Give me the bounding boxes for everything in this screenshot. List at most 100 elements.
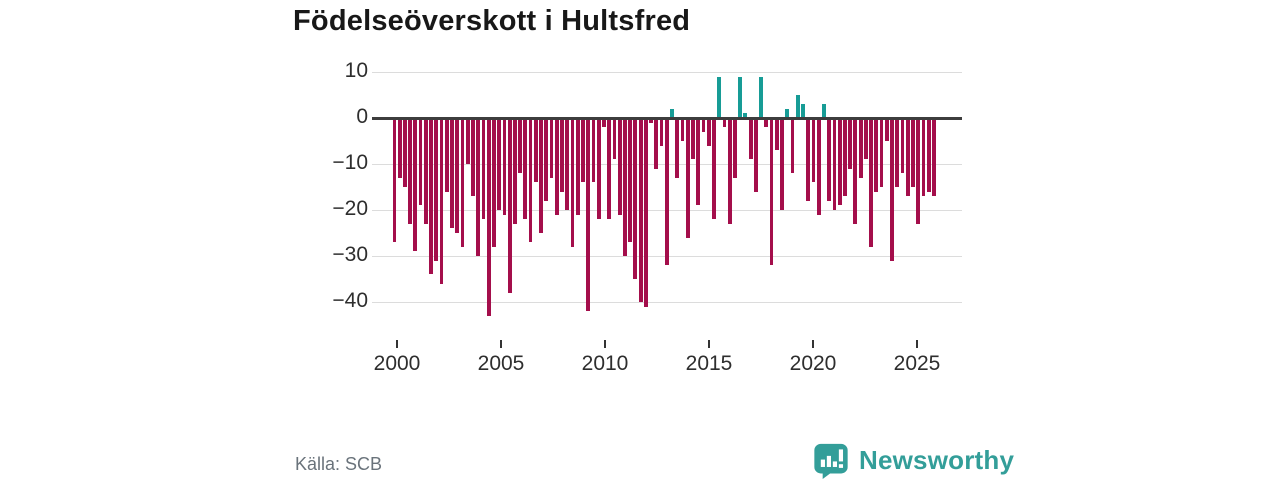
bar-quarter-2021-q2: [837, 118, 842, 206]
bar-quarter-2011-q1: [622, 118, 627, 256]
bar-quarter-2016-q1: [727, 118, 732, 224]
bar-quarter-2015-q3: [717, 76, 722, 118]
gridline: [372, 302, 962, 303]
bar-quarter-2006-q4: [533, 118, 538, 183]
x-axis-tick: [916, 340, 918, 348]
bar-quarter-2019-q3: [801, 104, 805, 118]
bar-quarter-2009-q3: [591, 118, 596, 183]
bar-quarter-2001-q3: [423, 118, 428, 224]
bar-quarter-2002-q1: [434, 118, 439, 261]
bar-quarter-2008-q1: [560, 118, 564, 192]
bar-quarter-2016-q2: [733, 118, 737, 178]
bar-quarter-2002-q2: [439, 118, 444, 284]
y-axis-tick-label: −40: [332, 289, 368, 312]
bar-quarter-2023-q2: [879, 118, 884, 187]
bar-quarter-2005-q3: [507, 118, 512, 293]
bar-quarter-2018-q2: [774, 118, 779, 151]
x-axis-tick: [396, 340, 398, 348]
bar-quarter-2024-q3: [905, 118, 910, 197]
bar-quarter-2025-q3: [926, 118, 931, 192]
bar-quarter-2025-q4: [932, 118, 936, 197]
bar-quarter-2008-q4: [575, 118, 580, 215]
bar-quarter-2004-q2: [481, 118, 486, 220]
x-axis-tick: [604, 340, 606, 348]
bar-quarter-2017-q2: [753, 118, 758, 192]
bar-quarter-2016-q3: [738, 76, 743, 118]
bar-quarter-2022-q2: [858, 118, 863, 178]
bar-quarter-2025-q1: [916, 118, 921, 224]
bar-quarter-2009-q4: [596, 118, 601, 220]
bar-quarter-2000-q2: [397, 118, 402, 178]
bar-quarter-2021-q4: [848, 118, 853, 169]
bar-quarter-2011-q4: [638, 118, 643, 302]
bar-quarter-2002-q4: [450, 118, 454, 229]
bar-quarter-2006-q1: [518, 118, 523, 174]
bar-quarter-2001-q2: [418, 118, 423, 206]
bar-quarter-2020-q4: [827, 118, 832, 201]
bar-quarter-2021-q1: [832, 118, 837, 210]
bar-quarter-2003-q2: [460, 118, 465, 247]
bar-quarter-2023-q1: [874, 118, 879, 192]
bar-quarter-2000-q4: [408, 118, 412, 224]
bar-quarter-2013-q3: [675, 118, 680, 178]
bar-quarter-2017-q3: [759, 76, 763, 118]
bar-quarter-2023-q3: [884, 118, 889, 141]
bar-quarter-2024-q2: [900, 118, 905, 174]
bar-quarter-2001-q4: [429, 118, 433, 275]
chart-title: Födelseöverskott i Hultsfred: [293, 5, 691, 37]
bar-quarter-2015-q1: [706, 118, 711, 146]
x-axis-tick: [500, 340, 502, 348]
bar-quarter-2024-q4: [911, 118, 915, 187]
bar-quarter-2007-q3: [549, 118, 554, 178]
bar-quarter-2013-q1: [664, 118, 669, 266]
newsworthy-logo: Newsworthy: [812, 442, 1014, 479]
bar-quarter-2022-q1: [853, 118, 858, 224]
bar-quarter-2020-q3: [822, 104, 826, 118]
bar-quarter-2010-q4: [617, 118, 622, 215]
newsworthy-logo-icon: [812, 442, 850, 479]
bar-quarter-2007-q4: [554, 118, 559, 215]
x-axis-tick-label: 2005: [477, 352, 525, 375]
y-axis-tick-label: −30: [332, 243, 368, 266]
bar-quarter-2012-q4: [659, 118, 664, 146]
bar-quarter-2004-q3: [486, 118, 491, 316]
y-axis-tick-label: 0: [356, 105, 368, 128]
bar-quarter-2015-q2: [712, 118, 716, 220]
bar-quarter-2009-q1: [581, 118, 585, 183]
x-axis-tick: [708, 340, 710, 348]
zero-axis-line: [372, 117, 962, 120]
bar-quarter-2018-q4: [785, 108, 790, 118]
bar-quarter-2014-q4: [701, 118, 706, 132]
bar-quarter-2016-q4: [743, 113, 748, 118]
bar-quarter-2021-q3: [843, 118, 847, 197]
y-axis-tick-label: −20: [332, 197, 368, 220]
bar-quarter-2023-q4: [890, 118, 894, 261]
x-axis-tick: [812, 340, 814, 348]
bar-quarter-2017-q4: [764, 118, 769, 128]
bar-quarter-2003-q3: [465, 118, 470, 164]
bar-quarter-2019-q2: [795, 95, 800, 118]
bar-quarter-2011-q2: [628, 118, 633, 243]
bar-quarter-2005-q1: [497, 118, 502, 210]
bar-quarter-2007-q1: [539, 118, 543, 233]
bar-quarter-2024-q1: [895, 118, 900, 187]
bar-quarter-2010-q3: [612, 118, 617, 160]
bar-quarter-2014-q1: [685, 118, 690, 238]
bar-quarter-2004-q4: [492, 118, 496, 247]
bar-quarter-2015-q4: [722, 118, 727, 128]
bar-quarter-2017-q1: [748, 118, 753, 160]
bar-quarter-2012-q3: [654, 118, 659, 169]
bar-quarter-2025-q2: [921, 118, 926, 197]
gridline: [372, 72, 962, 73]
bar-quarter-2006-q3: [528, 118, 533, 243]
bar-quarter-2013-q4: [680, 118, 685, 141]
bar-quarter-2002-q3: [444, 118, 449, 192]
bar-quarter-2018-q1: [769, 118, 774, 266]
bar-quarter-2019-q1: [790, 118, 795, 174]
bar-quarter-2019-q4: [806, 118, 811, 201]
bar-quarter-2012-q1: [643, 118, 648, 307]
newsworthy-logo-text: Newsworthy: [859, 445, 1015, 475]
bar-quarter-2001-q1: [413, 118, 418, 252]
x-axis-tick-label: 2000: [373, 352, 421, 375]
